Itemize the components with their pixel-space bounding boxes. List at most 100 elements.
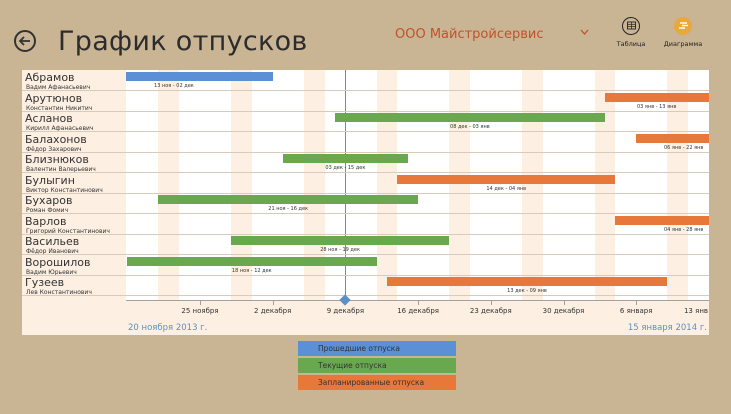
gantt-plot-area: 13 ноя - 02 дек 03 янв - 13 янв 08 дек - 0… <box>126 70 709 300</box>
table-icon <box>622 17 640 35</box>
employee-last-name: Арутюнов <box>25 91 83 105</box>
employee-first-name: Вадим Юрьевич <box>26 268 77 276</box>
legend-item-planned: Запланированные отпуска <box>298 375 498 390</box>
today-line <box>345 70 347 300</box>
vacation-bar-past[interactable] <box>126 72 273 81</box>
legend-swatch <box>298 341 456 356</box>
row-divider <box>22 131 709 132</box>
axis-tick-label: 16 декабря <box>397 307 439 315</box>
employee-last-name: Асланов <box>25 112 73 125</box>
employee-first-name: Кирилл Афанасьевич <box>26 125 94 132</box>
axis-tick-label: 6 января <box>619 307 653 315</box>
legend-item-past: Прошедшие отпуска <box>298 341 498 356</box>
week-band <box>615 70 668 300</box>
legend-swatch <box>298 375 456 390</box>
vacation-bar-current[interactable] <box>283 154 408 163</box>
employee-last-name: Ворошилов <box>25 255 91 269</box>
legend-label: Текущие отпуска <box>318 361 387 370</box>
range-start-label: 20 ноября 2013 г. <box>128 323 208 333</box>
employee-first-name: Роман Фомич <box>26 207 69 214</box>
chevron-down-icon[interactable] <box>580 29 589 35</box>
table-view-button[interactable]: Таблица <box>606 17 656 48</box>
vacation-bar-label: 06 янв - 22 янв <box>664 144 704 151</box>
vacation-bar-label: 18 ноя - 12 дек <box>231 267 272 274</box>
vacation-bar-label: 28 ноя - 19 дек <box>320 247 360 253</box>
employee-last-name: Бухаров <box>25 194 73 207</box>
vacation-bar-label: 04 янв - 28 янв <box>664 226 704 233</box>
row-divider <box>22 233 709 235</box>
range-end-label: 15 января 2014 г. <box>627 323 707 333</box>
axis-tick-label: 23 декабря <box>469 307 512 315</box>
legend-label: Прошедшие отпуска <box>318 344 400 353</box>
week-band <box>470 70 522 300</box>
axis-tick-label: 2 декабря <box>254 307 292 315</box>
axis-tick-label: 25 ноября <box>181 307 219 315</box>
employee-last-name: Варлов <box>25 214 67 228</box>
employee-last-name: Абрамов <box>25 71 75 84</box>
arrow-left-icon <box>18 36 30 46</box>
legend-swatch <box>298 358 456 373</box>
week-band <box>688 70 709 300</box>
employee-first-name: Вадим Афанасьевич <box>26 84 91 91</box>
week-band <box>397 70 450 300</box>
axis-tick-label: 9 декабря <box>326 307 365 315</box>
axis-tick-label: 13 янв <box>683 307 709 315</box>
vacation-bar-label: 14 дек - 04 янв <box>486 185 527 192</box>
employee-last-name: Балахонов <box>25 132 87 146</box>
axis-tick <box>636 300 638 305</box>
vacation-bar-label: 13 ноя - 02 дек <box>154 83 194 89</box>
employee-last-name: Васильев <box>25 235 80 248</box>
date-axis: 20 ноября 2013 г. 15 января 2014 г. 25 н… <box>126 294 709 335</box>
axis-tick <box>272 300 274 305</box>
employee-first-name: Григорий Константинович <box>26 227 110 235</box>
employee-first-name: Виктор Константинович <box>26 186 103 194</box>
week-band <box>324 70 377 300</box>
diagram-icon <box>674 17 692 35</box>
vacation-bar-label: 03 янв - 13 янв <box>636 103 677 110</box>
employee-first-name: Фёдор Захарович <box>26 145 82 153</box>
legend-item-current: Текущие отпуска <box>298 358 498 373</box>
axis-tick <box>200 300 201 305</box>
vacation-bar-label: 21 ноя - 16 дек <box>268 206 309 212</box>
row-divider <box>22 295 709 296</box>
vacation-bar-label: 03 дек - 15 дек <box>325 165 366 171</box>
row-divider <box>22 213 709 214</box>
legend-label: Запланированные отпуска <box>318 378 425 387</box>
vacation-bar-current[interactable] <box>127 256 377 266</box>
employee-first-name: Фёдор Иванович <box>26 248 79 255</box>
vacation-bar-current[interactable] <box>158 195 419 204</box>
axis-tick <box>418 300 420 305</box>
company-selector[interactable]: ООО Майстройсервис <box>395 27 544 42</box>
vacation-bar-planned[interactable] <box>615 215 709 225</box>
table-view-label: Таблица <box>616 40 646 48</box>
vacation-bar-planned[interactable] <box>605 92 709 102</box>
row-divider <box>22 192 709 194</box>
employee-first-name: Лев Константинович <box>26 289 92 296</box>
week-band <box>251 70 304 300</box>
row-divider <box>22 110 709 112</box>
week-band <box>542 70 595 300</box>
week-band <box>126 70 159 300</box>
row-divider <box>22 254 709 255</box>
vacation-bar-planned[interactable] <box>397 174 616 184</box>
diagram-view-button[interactable]: Диаграмма <box>658 17 708 48</box>
diagram-view-label: Диаграмма <box>663 40 703 48</box>
page-title: График отпусков <box>58 26 308 57</box>
employee-first-name: Валентин Валерьевич <box>26 166 96 173</box>
employee-last-name: Близнюков <box>25 153 89 166</box>
axis-tick <box>563 300 565 305</box>
vacation-bar-current[interactable] <box>231 236 450 245</box>
axis-line <box>126 300 709 301</box>
vacation-bar-current[interactable] <box>335 113 606 122</box>
vacation-gantt-chart: 13 ноя - 02 дек 03 янв - 13 янв 08 дек - 0… <box>22 70 709 335</box>
legend: Прошедшие отпуска Текущие отпуска Запланир… <box>298 341 498 392</box>
back-button[interactable] <box>14 30 36 52</box>
vacation-bar-planned[interactable] <box>636 133 709 143</box>
row-divider <box>22 172 709 173</box>
week-band <box>179 70 232 300</box>
row-divider <box>22 151 709 153</box>
vacation-bar-planned[interactable] <box>386 277 668 286</box>
axis-tick <box>490 300 492 305</box>
axis-tick-label: 30 декабря <box>542 307 585 315</box>
employee-first-name: Константин Никитич <box>26 104 93 112</box>
